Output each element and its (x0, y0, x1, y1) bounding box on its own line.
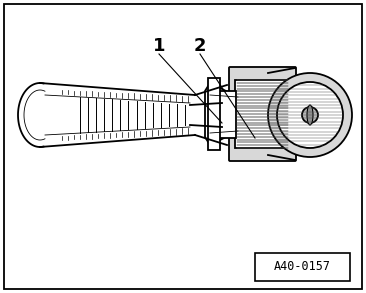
Polygon shape (205, 83, 238, 145)
Bar (208, 78, 220, 150)
Ellipse shape (307, 105, 313, 125)
Text: A40-0157: A40-0157 (274, 260, 331, 273)
Bar (235, 80, 290, 148)
Circle shape (277, 82, 343, 148)
Circle shape (302, 107, 318, 123)
Text: 2: 2 (194, 37, 206, 55)
Bar (218, 91, 236, 138)
Text: 1: 1 (153, 37, 165, 55)
Bar (255, 253, 350, 281)
Bar (235, 80, 290, 148)
Circle shape (268, 73, 352, 157)
FancyBboxPatch shape (229, 67, 296, 161)
